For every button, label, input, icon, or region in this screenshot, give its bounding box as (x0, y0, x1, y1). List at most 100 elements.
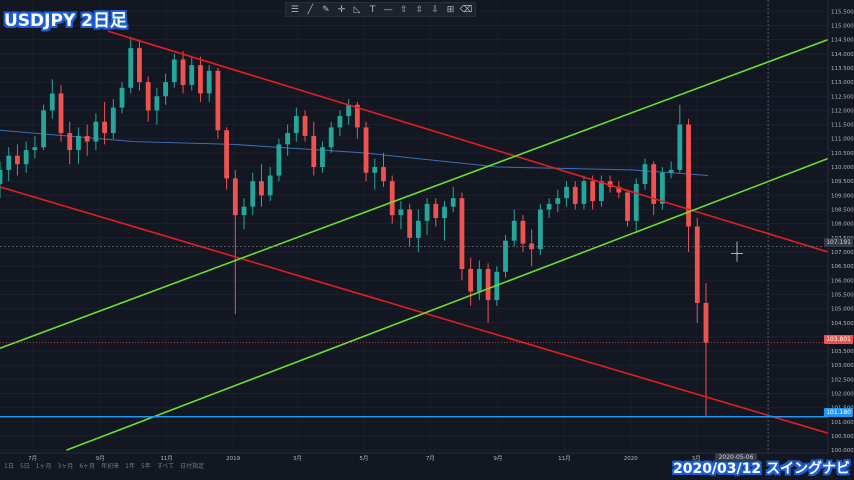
timeframe-button[interactable]: 1年 (125, 463, 135, 470)
arrow-down-icon[interactable]: ⇩ (431, 4, 439, 15)
price-tick-label: 110.500 (831, 151, 854, 157)
candle (215, 67, 221, 139)
candle (224, 127, 230, 190)
candle (537, 203, 543, 255)
candle (302, 110, 308, 142)
crosshair (0, 0, 828, 453)
timeframe-bar: 1日 5日 1ヶ月 3ヶ月 6ヶ月 年初来 1年 5年 すべて 日付指定 (4, 461, 204, 470)
candle (511, 209, 517, 247)
timeframe-button[interactable]: 1日 (4, 463, 14, 470)
arrow-up-icon[interactable]: ⇧ (400, 4, 408, 15)
candle (424, 198, 430, 235)
price-tick-label: 113.500 (831, 66, 854, 72)
candle (276, 138, 282, 182)
timeframe-button[interactable]: 5年 (140, 463, 151, 470)
candle (407, 203, 413, 247)
price-tick-label: 113.000 (831, 80, 854, 86)
candle (703, 283, 709, 417)
candle (668, 161, 674, 179)
candle (607, 175, 613, 193)
candle (433, 198, 439, 227)
price-range-icon[interactable]: ⇳ (415, 4, 424, 15)
price-tick-label: 100.000 (831, 448, 854, 454)
candle (311, 121, 317, 176)
time-tick-label: 11月 (558, 455, 571, 462)
candle (581, 175, 587, 210)
candle (598, 175, 604, 207)
timeframe-button[interactable]: 5日 (19, 463, 30, 470)
candle (206, 65, 212, 102)
timeframe-button[interactable]: 1ヶ月 (35, 463, 52, 470)
candle (137, 39, 142, 91)
red-channel-upper-line[interactable] (107, 30, 829, 253)
candle (32, 135, 38, 159)
time-tick-label: 3月 (692, 455, 701, 462)
candle (677, 104, 683, 173)
candle (476, 260, 482, 301)
time-tick-label: 11月 (160, 455, 173, 462)
green-channel-upper-line[interactable] (0, 38, 829, 349)
footer-caption: 2020/03/12 スイングナビ (672, 461, 850, 477)
time-tick-label: 9月 (96, 455, 105, 462)
time-tick-label: 9月 (493, 455, 502, 462)
candle (590, 175, 596, 210)
fib-icon[interactable]: ◺ (353, 4, 361, 15)
candle (250, 172, 256, 216)
hamburger-icon[interactable]: ☰ (290, 4, 299, 15)
candle (346, 99, 352, 125)
price-tick-label: 107.000 (831, 250, 854, 256)
price-tick-label: 112.500 (831, 94, 854, 100)
price-axis[interactable]: 100.000100.500101.000101.500102.000102.5… (827, 0, 854, 454)
price-tick-label: 112.000 (831, 108, 854, 114)
candle (67, 121, 73, 165)
time-tick-label: 2019 (226, 456, 240, 462)
candle (180, 50, 186, 94)
candle (84, 124, 90, 156)
horizontal-line-icon[interactable]: — (383, 4, 393, 15)
time-tick-label: 7月 (426, 455, 435, 462)
price-tick-label: 111.000 (831, 137, 854, 143)
red-channel-lower-line[interactable] (0, 186, 829, 434)
trend-line-icon[interactable]: ╱ (307, 4, 314, 15)
candle (389, 175, 395, 224)
timeframe-button[interactable]: 日付指定 (180, 463, 205, 470)
price-tick-label: 114.000 (831, 52, 854, 58)
timeframe-button[interactable]: 3ヶ月 (57, 463, 74, 470)
price-tick-label: 108.500 (831, 208, 854, 214)
text-tool-icon[interactable]: T (369, 4, 376, 15)
timeframe-button[interactable]: すべて (156, 463, 175, 470)
candle (442, 201, 447, 241)
candle (555, 189, 561, 213)
brush-icon[interactable]: ✎ (322, 4, 330, 15)
candle (468, 257, 474, 306)
candle (76, 127, 81, 165)
candle (459, 192, 465, 281)
trend-lines (0, 30, 829, 451)
crosshair-date-pill: 2020-05-06 (715, 453, 757, 462)
candle (503, 234, 508, 278)
timeframe-button[interactable]: 年初来 (101, 463, 120, 470)
price-tick-label: 115.500 (831, 9, 854, 15)
eraser-icon[interactable]: ⌫ (459, 4, 473, 15)
price-tick-label: 103.000 (831, 363, 854, 369)
candle (293, 107, 299, 142)
candle (171, 53, 177, 88)
time-axis[interactable]: 7月 9月 11月 2019 3月 5月 7月 9月 11月 2020 3月 (0, 452, 854, 480)
price-tick-label: 106.500 (831, 264, 854, 270)
price-tick-label: 106.000 (831, 278, 854, 284)
crosshair-icon[interactable]: ✛ (337, 4, 346, 15)
candle (15, 144, 20, 176)
support-price-tag: 101.180 (824, 408, 853, 417)
price-tick-label: 105.000 (831, 307, 854, 313)
time-tick-label: 7月 (28, 455, 37, 462)
candle (520, 215, 526, 252)
price-tick-label: 110.000 (831, 165, 854, 171)
price-tick-label: 109.000 (831, 193, 854, 199)
green-channel-lower-line[interactable] (66, 157, 829, 451)
candle (198, 56, 203, 102)
candle (241, 198, 247, 230)
measure-icon[interactable]: ⊞ (446, 4, 455, 15)
timeframe-button[interactable]: 6ヶ月 (79, 463, 96, 470)
